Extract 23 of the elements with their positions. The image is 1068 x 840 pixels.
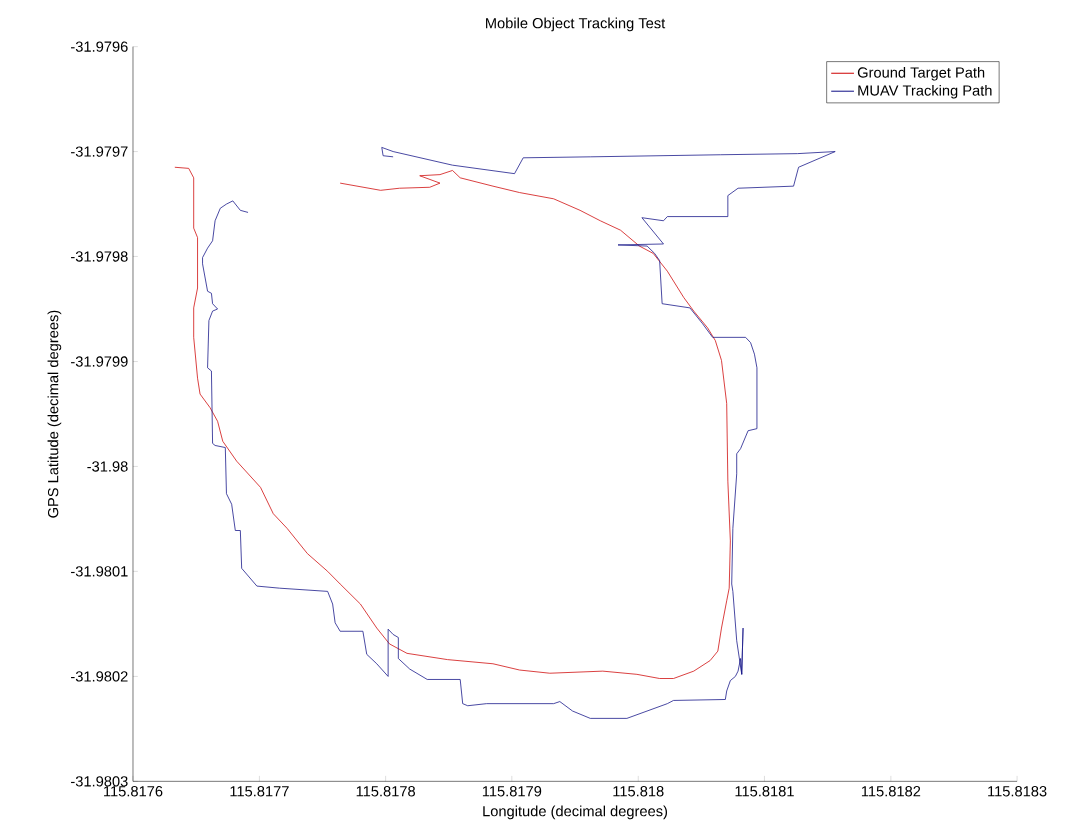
x-tick-label: 115.8178: [356, 786, 416, 797]
y-tick-label: -31.9802: [71, 671, 128, 682]
x-tick-label: 115.8177: [230, 786, 289, 797]
line-series: [174, 166, 731, 679]
x-tick-label: 115.8179: [482, 786, 542, 797]
y-tick-label: -31.9803: [71, 776, 128, 787]
x-tick-label: 115.8182: [861, 786, 921, 797]
y-tick-label: -31.9797: [71, 146, 128, 157]
chart-title: Mobile Object Tracking Test: [486, 17, 666, 32]
x-tick-label: 115.8183: [988, 786, 1047, 797]
y-tick-label: -31.9796: [71, 41, 128, 52]
y-tick-label: -31.9798: [71, 251, 128, 262]
legend-label: MUAV Tracking Path: [858, 84, 992, 99]
y-tick-label: -31.9799: [71, 356, 128, 367]
x-axis-title: Longitude (decimal degrees): [483, 805, 668, 820]
y-axis-title: GPS Latitude (decimal degrees): [47, 310, 62, 518]
x-tick-label: 115.8176: [104, 786, 163, 797]
y-tick-label: -31.98: [87, 461, 128, 472]
x-tick-label: 115.818: [613, 786, 664, 797]
legend-label: Ground Target Path: [857, 66, 985, 81]
y-tick-label: -31.9801: [71, 566, 128, 577]
line-series: [202, 146, 836, 719]
x-tick-label: 115.8181: [735, 786, 794, 797]
